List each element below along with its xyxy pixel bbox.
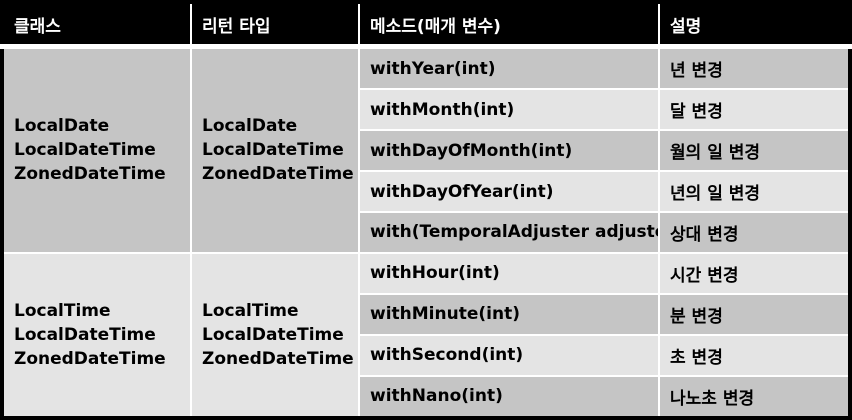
method-cell: withDayOfYear(int) [358,170,660,213]
header-row: 클래스 리턴 타입 메소드(매개 변수) 설명 [1,1,851,49]
method-cell: withSecond(int) [358,333,660,377]
method-cell: withMonth(int) [358,88,660,132]
table-row: withDayOfYear(int) 년의 일 변경 [2,170,851,213]
description-cell: 달 변경 [658,88,851,132]
description-cell: 초 변경 [658,333,851,377]
header-class: 클래스 [1,1,192,49]
description-cell: 년의 일 변경 [658,170,851,213]
return-type-cell-date-group: LocalDate LocalDateTime ZonedDateTime [190,45,360,254]
table-row: withMonth(int) 달 변경 [2,88,851,132]
header-method: 메소드(매개 변수) [358,1,660,49]
return-type: LocalDateTime [202,324,344,345]
return-type: LocalTime [202,300,299,321]
method-cell: withNano(int) [358,374,660,420]
class-name: ZonedDateTime [14,348,166,369]
method-cell: withYear(int) [358,45,660,91]
return-type: LocalDate [202,116,298,137]
table-row: LocalTime LocalDateTime ZonedDateTime Lo… [1,251,851,420]
class-name: ZonedDateTime [14,164,166,185]
table-row: withSecond(int) 초 변경 [2,333,851,377]
method-cell: withHour(int) [358,251,660,295]
class-name: LocalDateTime [14,140,156,161]
description-cell: 분 변경 [658,292,851,336]
class-cell-date-group: LocalDate LocalDateTime ZonedDateTime [1,45,192,254]
class-cell-time-group: LocalTime LocalDateTime ZonedDateTime [1,251,192,420]
header-return-type: 리턴 타입 [190,1,360,49]
return-type-cell-time-group: LocalTime LocalDateTime ZonedDateTime [190,251,360,420]
class-name: LocalDate [14,116,110,137]
table-row: LocalDate LocalDateTime ZonedDateTime Lo… [1,45,851,254]
description-cell: 월의 일 변경 [658,129,851,173]
table-row: withDayOfMonth(int) 월의 일 변경 [2,129,851,173]
table-row: with(TemporalAdjuster adjuster) 상대 변경 [2,211,851,254]
method-cell: withMinute(int) [358,292,660,336]
class-name: LocalTime [14,300,111,321]
return-type: ZonedDateTime [202,348,354,369]
method-cell: with(TemporalAdjuster adjuster) [358,211,660,254]
description-cell: 상대 변경 [658,211,851,254]
class-name: LocalDateTime [14,324,156,345]
method-cell: withDayOfMonth(int) [358,129,660,173]
table-row: withNano(int) 나노초 변경 [2,374,851,420]
return-type: LocalDateTime [202,140,344,161]
description-cell: 시간 변경 [658,251,851,295]
return-type: ZonedDateTime [202,164,354,185]
table-row: withMinute(int) 분 변경 [2,292,851,336]
description-cell: 년 변경 [658,45,851,91]
description-cell: 나노초 변경 [658,374,851,420]
header-description: 설명 [658,1,851,49]
